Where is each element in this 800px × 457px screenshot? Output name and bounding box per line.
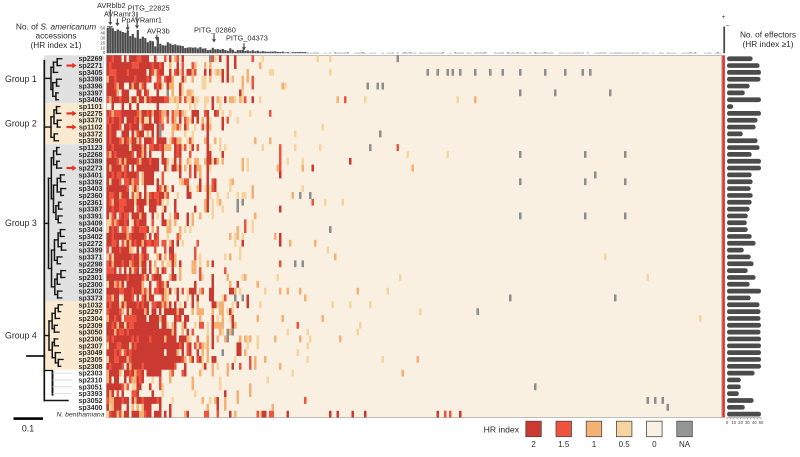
svg-text:−: − xyxy=(726,23,730,30)
svg-text:sp2298: sp2298 xyxy=(78,260,102,268)
svg-text:50: 50 xyxy=(100,26,105,31)
svg-text:sp3406: sp3406 xyxy=(78,96,102,104)
svg-text:sp2300: sp2300 xyxy=(78,281,102,289)
svg-text:0.1: 0.1 xyxy=(22,424,34,434)
svg-text:sp2310: sp2310 xyxy=(78,376,102,384)
svg-text:sp3405: sp3405 xyxy=(78,69,102,77)
svg-text:20: 20 xyxy=(100,41,105,46)
svg-text:sp3404: sp3404 xyxy=(78,226,102,234)
svg-text:40: 40 xyxy=(100,31,105,36)
svg-text:sp3396: sp3396 xyxy=(78,83,102,91)
svg-text:0: 0 xyxy=(103,50,106,55)
svg-text:sp2306: sp2306 xyxy=(78,335,102,343)
svg-text:sp1102: sp1102 xyxy=(79,124,103,132)
svg-text:sp2273: sp2273 xyxy=(78,165,102,173)
svg-text:sp2301: sp2301 xyxy=(78,274,102,282)
svg-text:PITG_04373: PITG_04373 xyxy=(226,33,268,42)
svg-text:sp2297: sp2297 xyxy=(78,308,102,316)
svg-text:sp3397: sp3397 xyxy=(78,89,102,97)
svg-text:(HR index ≥1): (HR index ≥1) xyxy=(742,39,793,49)
svg-text:sp2305: sp2305 xyxy=(78,356,102,364)
svg-text:PITG_22825: PITG_22825 xyxy=(128,3,170,12)
svg-text:sp2309: sp2309 xyxy=(78,322,102,330)
svg-text:PITG_02860: PITG_02860 xyxy=(194,25,236,34)
svg-text:sp2268: sp2268 xyxy=(78,151,102,159)
svg-text:sp2275: sp2275 xyxy=(78,110,102,118)
svg-text:No. of effectors: No. of effectors xyxy=(740,30,796,40)
svg-text:sp2361: sp2361 xyxy=(78,199,102,207)
svg-text:sp3403: sp3403 xyxy=(78,185,102,193)
svg-text:sp3051: sp3051 xyxy=(78,383,102,391)
svg-text:sp1123: sp1123 xyxy=(79,144,103,152)
svg-text:N. benthamiana: N. benthamiana xyxy=(57,411,105,418)
svg-text:10: 10 xyxy=(100,46,105,51)
svg-text:1.5: 1.5 xyxy=(558,440,570,449)
svg-text:sp1032: sp1032 xyxy=(78,301,102,309)
svg-text:HR index: HR index xyxy=(484,425,520,435)
svg-text:Group 3: Group 3 xyxy=(5,218,37,228)
svg-text:sp3050: sp3050 xyxy=(78,329,102,337)
svg-text:sp3389: sp3389 xyxy=(78,158,102,166)
svg-text:0: 0 xyxy=(652,440,657,449)
svg-text:sp3402: sp3402 xyxy=(78,233,102,241)
svg-text:sp2360: sp2360 xyxy=(78,192,102,200)
svg-text:sp1101: sp1101 xyxy=(79,103,103,111)
svg-text:sp3393: sp3393 xyxy=(78,390,102,398)
svg-text:0: 0 xyxy=(726,420,729,425)
svg-text:30: 30 xyxy=(745,420,750,425)
svg-text:sp3391: sp3391 xyxy=(78,212,102,220)
svg-text:sp2304: sp2304 xyxy=(78,315,102,323)
svg-text:+: + xyxy=(722,14,726,21)
svg-text:sp2272: sp2272 xyxy=(78,240,102,248)
svg-text:NA: NA xyxy=(679,440,691,449)
svg-text:1: 1 xyxy=(592,440,597,449)
svg-text:Group 4: Group 4 xyxy=(5,331,37,341)
svg-text:(HR index ≥1): (HR index ≥1) xyxy=(30,40,81,50)
svg-text:sp2302: sp2302 xyxy=(78,288,102,296)
svg-text:sp3372: sp3372 xyxy=(78,130,102,138)
svg-text:sp3373: sp3373 xyxy=(78,294,102,302)
svg-text:50: 50 xyxy=(759,420,764,425)
svg-text:AVRamr3: AVRamr3 xyxy=(104,10,136,19)
svg-text:sp3390: sp3390 xyxy=(78,137,102,145)
svg-text:sp3401: sp3401 xyxy=(78,171,102,179)
svg-text:sp3399: sp3399 xyxy=(78,247,102,255)
svg-text:accessions: accessions xyxy=(35,31,76,41)
svg-text:sp3398: sp3398 xyxy=(78,76,102,84)
svg-text:PpAVRamr1: PpAVRamr1 xyxy=(122,16,163,25)
svg-text:40: 40 xyxy=(752,420,757,425)
svg-text:AVRblb2: AVRblb2 xyxy=(97,1,126,10)
svg-text:sp3370: sp3370 xyxy=(78,117,102,125)
svg-text:sp2299: sp2299 xyxy=(78,267,102,275)
svg-text:No. of S. americanum: No. of S. americanum xyxy=(16,22,96,32)
svg-text:sp3052: sp3052 xyxy=(78,397,102,405)
svg-text:sp2271: sp2271 xyxy=(78,62,102,70)
svg-text:20: 20 xyxy=(738,420,743,425)
svg-text:Group 1: Group 1 xyxy=(5,74,37,84)
svg-text:10: 10 xyxy=(731,420,736,425)
svg-text:0.5: 0.5 xyxy=(619,440,631,449)
svg-text:AVR3b: AVR3b xyxy=(147,26,170,35)
svg-text:sp3400: sp3400 xyxy=(78,404,102,412)
svg-text:sp3371: sp3371 xyxy=(78,253,102,261)
svg-text:Group 2: Group 2 xyxy=(5,119,37,129)
svg-text:sp2303: sp2303 xyxy=(78,370,102,378)
svg-text:sp2308: sp2308 xyxy=(78,363,102,371)
svg-text:sp3409: sp3409 xyxy=(78,219,102,227)
svg-text:sp3387: sp3387 xyxy=(78,206,102,214)
svg-text:30: 30 xyxy=(100,36,105,41)
svg-text:sp3392: sp3392 xyxy=(78,178,102,186)
svg-text:sp2269: sp2269 xyxy=(78,55,102,63)
svg-text:sp2307: sp2307 xyxy=(78,342,102,350)
svg-text:2: 2 xyxy=(531,440,536,449)
svg-text:sp3049: sp3049 xyxy=(78,349,102,357)
